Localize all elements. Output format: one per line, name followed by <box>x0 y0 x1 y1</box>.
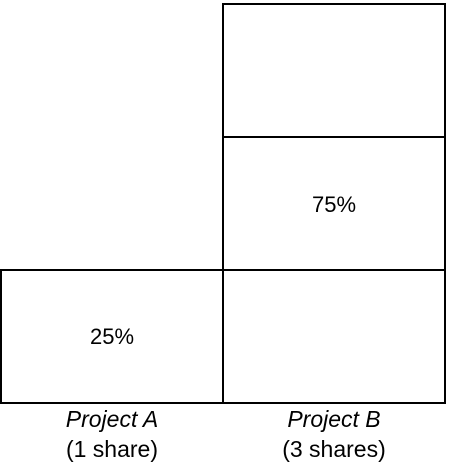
project-b-name: Project B <box>287 406 381 432</box>
project-b-percent: 75% <box>311 192 357 217</box>
project-a-share-block <box>0 269 224 404</box>
project-a-label: Project A (1 share) <box>0 404 224 464</box>
project-b-share-block-3 <box>222 3 446 138</box>
project-b-share-block-1 <box>222 269 446 404</box>
project-a-percent: 25% <box>89 324 135 349</box>
project-b-shares: (3 shares) <box>282 436 386 462</box>
project-a-name: Project A <box>65 406 159 432</box>
project-b-label: Project B (3 shares) <box>222 404 446 464</box>
project-a-shares: (1 share) <box>65 436 159 462</box>
